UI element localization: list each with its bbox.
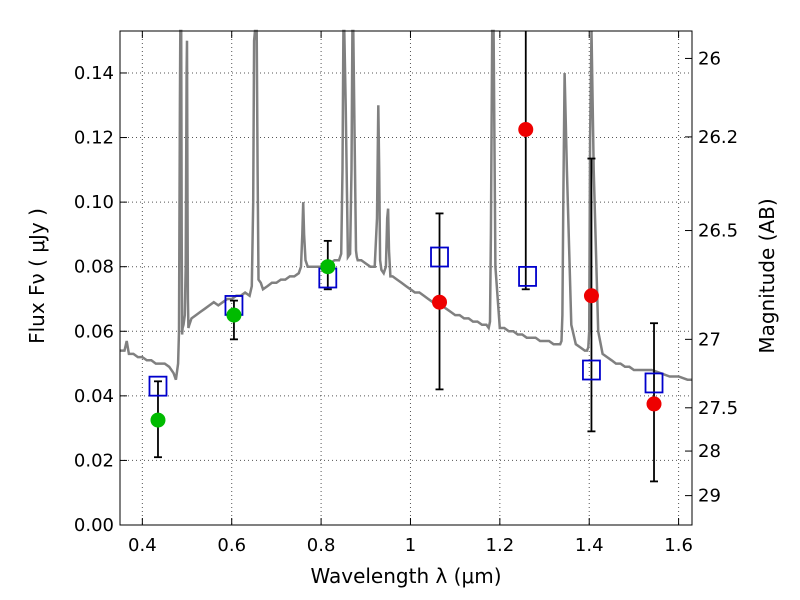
right-axis-label: Magnitude (AB) [755,198,779,353]
x-tick-label: 1.4 [575,535,604,556]
flux-point [583,288,599,304]
right-tick-label: 29 [698,486,721,507]
right-tick-label: 26 [698,48,721,69]
y-tick-label: 0.04 [74,386,114,407]
model-flux-squares [148,246,664,397]
y-tick-label: 0.10 [74,192,114,213]
right-tick-label: 26.2 [698,127,738,148]
y-tick-label: 0.14 [74,63,114,84]
observed-flux-points [150,121,662,428]
flux-point [320,259,336,275]
right-axis-ticks: 26 26.2 26.5 27 27.5 28 29 [685,48,738,507]
y-axis-label: Flux Fν ( μJy ) [25,208,49,344]
model-flux-square [430,246,449,268]
grid-lines [120,31,692,525]
y-tick-label: 0.08 [74,257,114,278]
flux-point [518,121,534,137]
flux-point [646,396,662,412]
right-tick-label: 27.5 [698,398,738,419]
right-tick-label: 26.5 [698,221,738,242]
plot-frame [119,30,693,526]
right-tick-label: 27 [698,329,721,350]
flux-point [432,294,448,310]
x-tick-label: 0.8 [307,535,336,556]
model-flux-square [148,375,168,397]
model-flux-square [644,372,664,394]
x-tick-label: 1.2 [486,535,515,556]
x-tick-label: 1.6 [664,535,693,556]
model-flux-square [518,265,537,287]
x-tick-label: 0.4 [128,535,157,556]
right-tick-label: 28 [698,441,721,462]
y-tick-label: 0.02 [74,450,114,471]
y-axis-ticks: 0.00 0.02 0.04 0.06 0.08 0.10 0.12 0.14 [74,63,127,536]
x-axis-label: Wavelength λ (μm) [310,564,501,588]
x-tick-label: 0.6 [217,535,246,556]
error-bars [153,31,659,483]
y-tick-label: 0.12 [74,128,114,149]
y-tick-label: 0.00 [74,515,114,536]
flux-point [226,307,242,323]
flux-point [150,412,166,428]
x-tick-label: 1 [405,535,416,556]
y-tick-label: 0.06 [74,321,114,342]
model-spectrum-line [120,29,692,381]
plot-area [120,29,692,483]
model-flux-square [582,359,601,381]
x-axis-ticks: 0.4 0.6 0.8 1 1.2 1.4 1.6 [128,31,693,556]
